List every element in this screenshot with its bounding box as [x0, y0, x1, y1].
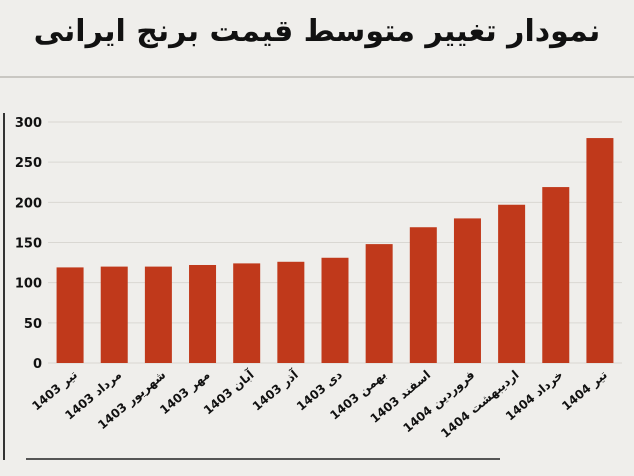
bar — [586, 138, 614, 363]
bar — [321, 257, 349, 363]
bar — [365, 244, 393, 363]
title-divider — [0, 76, 634, 78]
bar — [100, 266, 128, 363]
bar — [56, 267, 84, 363]
bar — [189, 264, 217, 363]
chart-title: نمودار تغییر متوسط قیمت برنج ایرانی — [33, 14, 601, 49]
x-tick-label: تیر 1404 — [559, 368, 610, 414]
bar — [144, 266, 172, 363]
x-tick-label: آذر 1403 — [249, 366, 301, 413]
x-tick-label: آبان 1403 — [200, 366, 257, 417]
bar — [453, 218, 481, 363]
x-tick-label: اردیبهشت 1404 — [438, 368, 521, 441]
y-tick-label: 200 — [15, 196, 42, 211]
y-tick-label: 150 — [15, 237, 42, 252]
bar — [409, 227, 437, 363]
y-tick-label: 100 — [15, 277, 42, 292]
y-tick-label: 50 — [24, 317, 42, 332]
bar — [542, 187, 570, 363]
bar — [233, 263, 261, 363]
y-tick-label: 250 — [15, 156, 42, 171]
bar — [498, 204, 526, 363]
bar — [277, 261, 305, 363]
y-tick-label: 300 — [15, 116, 42, 131]
y-tick-label: 0 — [33, 357, 42, 372]
